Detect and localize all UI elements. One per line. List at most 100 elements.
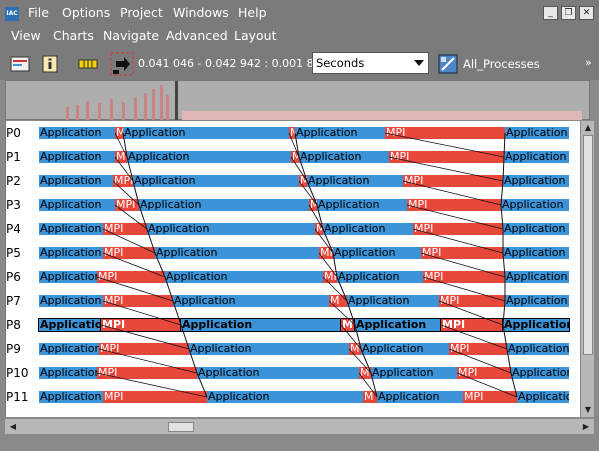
- scroll-right-icon[interactable]: ▶: [582, 422, 590, 431]
- mpi-segment[interactable]: M: [291, 151, 299, 163]
- mpi-segment[interactable]: MPI: [323, 271, 337, 283]
- mpi-segment[interactable]: MPI: [103, 247, 155, 259]
- application-segment[interactable]: Application: [347, 295, 439, 307]
- application-segment[interactable]: Application: [189, 343, 349, 355]
- mpi-segment[interactable]: MPI: [100, 318, 182, 332]
- application-segment[interactable]: Application: [505, 295, 569, 307]
- application-segment[interactable]: Application: [155, 247, 319, 259]
- vertical-scrollbar[interactable]: ▲ ▼: [580, 121, 594, 417]
- menu-layout[interactable]: Layout: [234, 28, 277, 43]
- application-segment[interactable]: Application: [503, 247, 569, 259]
- application-segment[interactable]: Application: [39, 367, 97, 379]
- application-segment[interactable]: Application: [337, 271, 423, 283]
- mpi-segment[interactable]: M: [315, 223, 323, 235]
- mpi-segment[interactable]: MPI: [113, 175, 133, 187]
- mpi-segment[interactable]: MPI: [440, 318, 504, 332]
- application-segment[interactable]: Application: [511, 367, 569, 379]
- application-segment[interactable]: Application: [180, 318, 342, 332]
- application-segment[interactable]: Application: [39, 127, 115, 139]
- mpi-segment[interactable]: MPI: [389, 151, 504, 163]
- application-segment[interactable]: Application: [317, 199, 407, 211]
- mpi-segment[interactable]: M: [359, 367, 371, 379]
- mpi-segment[interactable]: MPI: [103, 391, 207, 403]
- application-segment[interactable]: Application: [323, 223, 413, 235]
- marker-icon[interactable]: [78, 54, 98, 74]
- time-unit-select[interactable]: Seconds: [312, 52, 429, 74]
- mpi-segment[interactable]: M: [115, 151, 127, 163]
- menu-view[interactable]: View: [11, 28, 41, 43]
- overview-position-marker[interactable]: [175, 81, 178, 120]
- mpi-segment[interactable]: MPI: [457, 367, 511, 379]
- close-button[interactable]: ✕: [579, 6, 594, 20]
- application-segment[interactable]: Application: [39, 295, 103, 307]
- application-segment[interactable]: Application: [307, 175, 403, 187]
- scroll-left-icon[interactable]: ◀: [9, 422, 17, 431]
- application-segment[interactable]: Application: [503, 223, 569, 235]
- mpi-segment[interactable]: MPI: [413, 223, 503, 235]
- horizontal-scroll-thumb[interactable]: [168, 422, 194, 432]
- zoom-to-selection-icon[interactable]: [110, 52, 134, 76]
- mpi-segment[interactable]: MPI: [449, 343, 507, 355]
- application-segment[interactable]: Application: [371, 367, 457, 379]
- chart-settings-icon[interactable]: [10, 54, 30, 74]
- application-segment[interactable]: Application: [377, 391, 463, 403]
- info-icon[interactable]: [40, 54, 60, 74]
- application-segment[interactable]: Application: [361, 343, 449, 355]
- application-segment[interactable]: Application: [127, 151, 291, 163]
- mpi-segment[interactable]: M: [349, 343, 361, 355]
- mpi-segment[interactable]: M: [340, 318, 356, 332]
- horizontal-scrollbar[interactable]: ◀ ▶: [5, 418, 594, 434]
- application-segment[interactable]: Application: [139, 199, 309, 211]
- mpi-segment[interactable]: MPI: [385, 127, 505, 139]
- menu-help[interactable]: Help: [238, 5, 267, 20]
- mpi-segment[interactable]: M: [363, 391, 377, 403]
- menu-advanced[interactable]: Advanced: [166, 28, 228, 43]
- mpi-segment[interactable]: M: [329, 295, 347, 307]
- application-segment[interactable]: Application: [39, 199, 115, 211]
- application-segment[interactable]: Application: [173, 295, 329, 307]
- menu-options[interactable]: Options: [62, 5, 111, 20]
- mpi-segment[interactable]: MPI: [103, 295, 173, 307]
- menu-project[interactable]: Project: [120, 5, 163, 20]
- application-segment[interactable]: Application: [299, 151, 389, 163]
- mpi-segment[interactable]: MPI: [97, 271, 165, 283]
- application-segment[interactable]: Application: [505, 271, 569, 283]
- vertical-scroll-thumb[interactable]: [583, 135, 593, 355]
- menu-navigate[interactable]: Navigate: [103, 28, 160, 43]
- mpi-segment[interactable]: MPI: [115, 199, 139, 211]
- mpi-segment[interactable]: M: [309, 199, 317, 211]
- mpi-segment[interactable]: MPI: [407, 199, 501, 211]
- application-segment[interactable]: Application: [354, 318, 442, 332]
- application-segment[interactable]: Application: [38, 318, 102, 332]
- application-segment[interactable]: Application: [133, 175, 299, 187]
- mpi-segment[interactable]: MPI: [421, 247, 503, 259]
- mpi-segment[interactable]: MPI: [423, 271, 505, 283]
- mpi-segment[interactable]: MPI: [99, 343, 189, 355]
- application-segment[interactable]: Application: [207, 391, 363, 403]
- process-group-icon[interactable]: [438, 54, 458, 74]
- application-segment[interactable]: Application: [503, 175, 569, 187]
- menu-file[interactable]: File: [28, 5, 49, 20]
- application-segment[interactable]: Application: [165, 271, 323, 283]
- mpi-segment[interactable]: MPI: [439, 295, 505, 307]
- application-segment[interactable]: Application: [504, 151, 569, 163]
- application-segment[interactable]: Application: [333, 247, 421, 259]
- application-segment[interactable]: Application: [39, 391, 103, 403]
- more-chevron-icon[interactable]: »: [585, 56, 592, 69]
- timeline-overview[interactable]: [5, 80, 590, 120]
- application-segment[interactable]: Application: [197, 367, 359, 379]
- application-segment[interactable]: Application: [295, 127, 385, 139]
- application-segment[interactable]: Application: [507, 343, 569, 355]
- menu-charts[interactable]: Charts: [53, 28, 94, 43]
- restore-button[interactable]: ❐: [561, 6, 576, 20]
- mpi-segment[interactable]: MPI: [103, 223, 147, 235]
- application-segment[interactable]: Application: [147, 223, 315, 235]
- menu-windows[interactable]: Windows: [173, 5, 229, 20]
- application-segment[interactable]: Application: [39, 271, 97, 283]
- mpi-segment[interactable]: MPI: [463, 391, 517, 403]
- minimize-button[interactable]: _: [543, 6, 558, 20]
- application-segment[interactable]: Application: [39, 247, 103, 259]
- application-segment[interactable]: Application: [39, 151, 115, 163]
- application-segment[interactable]: Application: [39, 343, 99, 355]
- application-segment[interactable]: Application: [123, 127, 289, 139]
